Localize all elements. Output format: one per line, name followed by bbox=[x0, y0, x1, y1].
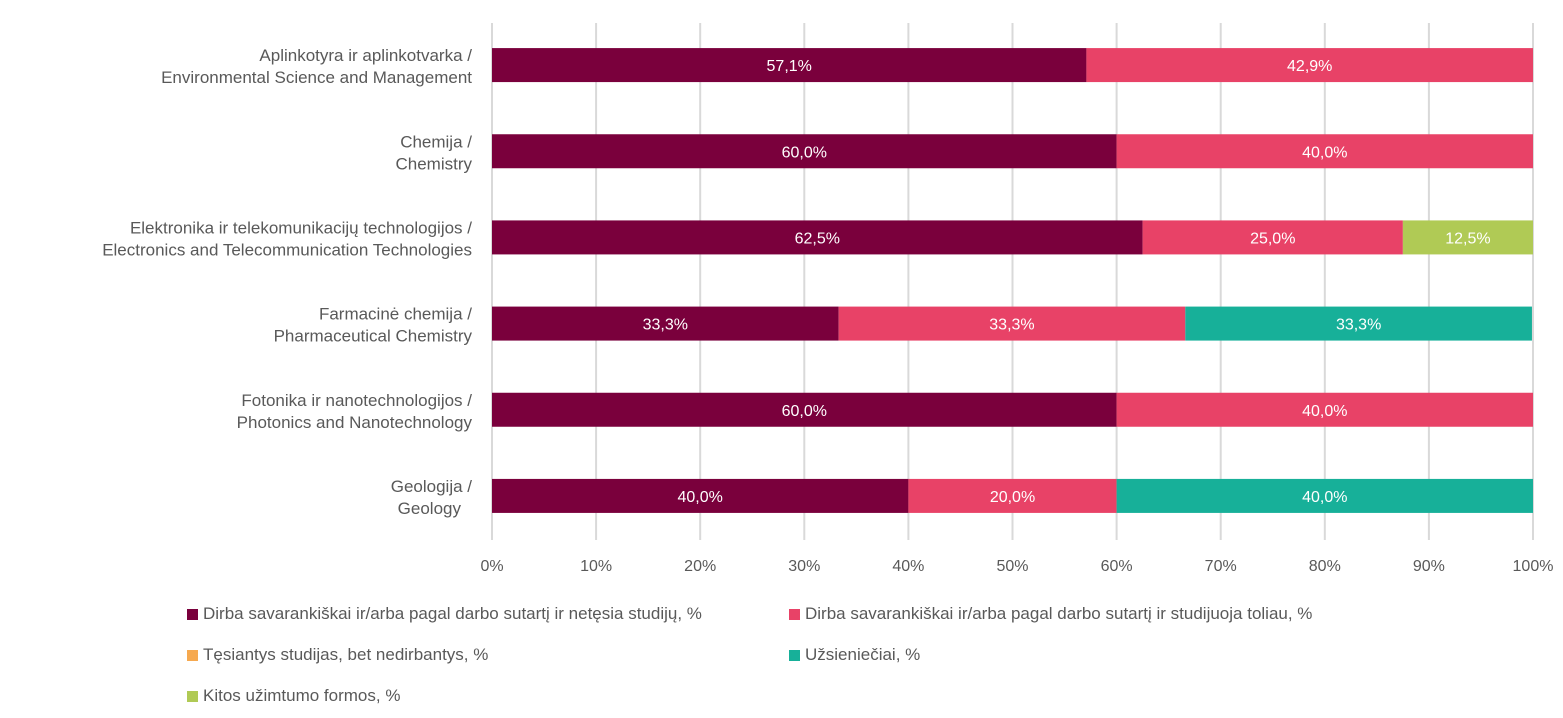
x-tick-label: 70% bbox=[1205, 558, 1237, 575]
category-label: Geology bbox=[398, 499, 462, 518]
x-tick-label: 60% bbox=[1101, 558, 1133, 575]
category-label: Environmental Science and Management bbox=[161, 68, 472, 87]
x-axis-ticks: 0% 10% 20% 30% 40% 50% 60% 70% 80% 90% 100% bbox=[480, 558, 1553, 575]
category-labels: Aplinkotyra ir aplinkotvarka / Environmen… bbox=[102, 46, 472, 518]
bars: 57,1% 42,9% 60,0% 40,0% 62,5% 25,0% 12,5% 33,3%… bbox=[492, 48, 1533, 513]
data-label: 60,0% bbox=[782, 144, 827, 161]
bar-segment bbox=[1116, 134, 1533, 169]
data-label: 20,0% bbox=[990, 489, 1035, 506]
legend-item: Kitos užimtumo formos, % bbox=[187, 686, 400, 706]
category-label: Elektronika ir telekomunikacijų technolo… bbox=[130, 218, 472, 237]
data-label: 57,1% bbox=[767, 58, 812, 75]
x-tick-label: 10% bbox=[580, 558, 612, 575]
data-label: 40,0% bbox=[678, 489, 723, 506]
category-label: Photonics and Nanotechnology bbox=[237, 413, 473, 432]
legend-label: Tęsiantys studijas, bet nedirbantys, % bbox=[203, 645, 489, 664]
legend-label: Dirba savarankiškai ir/arba pagal darbo … bbox=[203, 604, 702, 623]
category-label: Aplinkotyra ir aplinkotvarka / bbox=[259, 46, 472, 65]
data-label: 12,5% bbox=[1445, 230, 1490, 247]
bar-segment bbox=[1116, 478, 1533, 513]
x-tick-label: 50% bbox=[996, 558, 1028, 575]
x-tick-label: 0% bbox=[480, 558, 503, 575]
bar-segment bbox=[492, 478, 909, 513]
bar-segment bbox=[492, 48, 1087, 83]
x-tick-label: 80% bbox=[1309, 558, 1341, 575]
data-label: 62,5% bbox=[795, 230, 840, 247]
data-label: 40,0% bbox=[1302, 144, 1347, 161]
x-tick-label: 20% bbox=[684, 558, 716, 575]
gridlines bbox=[491, 23, 1534, 540]
bar-segment bbox=[1402, 220, 1533, 255]
bar-segment bbox=[1116, 392, 1533, 427]
data-label: 60,0% bbox=[782, 403, 827, 420]
category-label: Chemija / bbox=[400, 132, 472, 151]
data-label: 33,3% bbox=[1336, 317, 1381, 334]
category-label: Pharmaceutical Chemistry bbox=[274, 327, 473, 346]
category-label: Electronics and Telecommunication Techno… bbox=[102, 240, 472, 259]
category-label: Geologija / bbox=[391, 477, 473, 496]
category-label: Farmacinė chemija / bbox=[319, 305, 472, 324]
bar-segment bbox=[838, 306, 1186, 341]
bar-segment bbox=[1086, 48, 1533, 83]
bar-segment bbox=[1185, 306, 1532, 341]
data-label: 33,3% bbox=[643, 317, 688, 334]
data-label: 40,0% bbox=[1302, 489, 1347, 506]
legend-label: Dirba savarankiškai ir/arba pagal darbo … bbox=[805, 604, 1313, 623]
legend-label: Kitos užimtumo formos, % bbox=[203, 686, 401, 705]
legend-swatch bbox=[789, 608, 800, 620]
legend-item: Užsieniečiai, % bbox=[789, 645, 920, 665]
legend-swatch bbox=[187, 649, 198, 661]
bar-segment bbox=[492, 306, 839, 341]
bar-segment bbox=[908, 478, 1117, 513]
legend-label: Užsieniečiai, % bbox=[805, 645, 921, 664]
x-tick-label: 30% bbox=[788, 558, 820, 575]
data-label: 25,0% bbox=[1250, 230, 1295, 247]
data-label: 42,9% bbox=[1287, 58, 1332, 75]
category-label: Chemistry bbox=[395, 154, 472, 173]
data-label: 33,3% bbox=[989, 317, 1034, 334]
legend-item: Dirba savarankiškai ir/arba pagal darbo … bbox=[187, 604, 702, 624]
x-tick-label: 40% bbox=[892, 558, 924, 575]
bar-segment bbox=[492, 392, 1117, 427]
x-tick-label: 100% bbox=[1513, 558, 1554, 575]
bar-segment bbox=[492, 134, 1117, 169]
legend-swatch bbox=[187, 690, 198, 702]
bar-segment bbox=[1142, 220, 1403, 255]
bar-segment bbox=[492, 220, 1143, 255]
data-label: 40,0% bbox=[1302, 403, 1347, 420]
legend-item: Dirba savarankiškai ir/arba pagal darbo … bbox=[789, 604, 1312, 624]
legend-swatch bbox=[789, 649, 800, 661]
legend-item: Tęsiantys studijas, bet nedirbantys, % bbox=[187, 645, 488, 665]
category-label: Fotonika ir nanotechnologijos / bbox=[241, 391, 472, 410]
x-tick-label: 90% bbox=[1413, 558, 1445, 575]
legend-swatch bbox=[187, 608, 198, 620]
